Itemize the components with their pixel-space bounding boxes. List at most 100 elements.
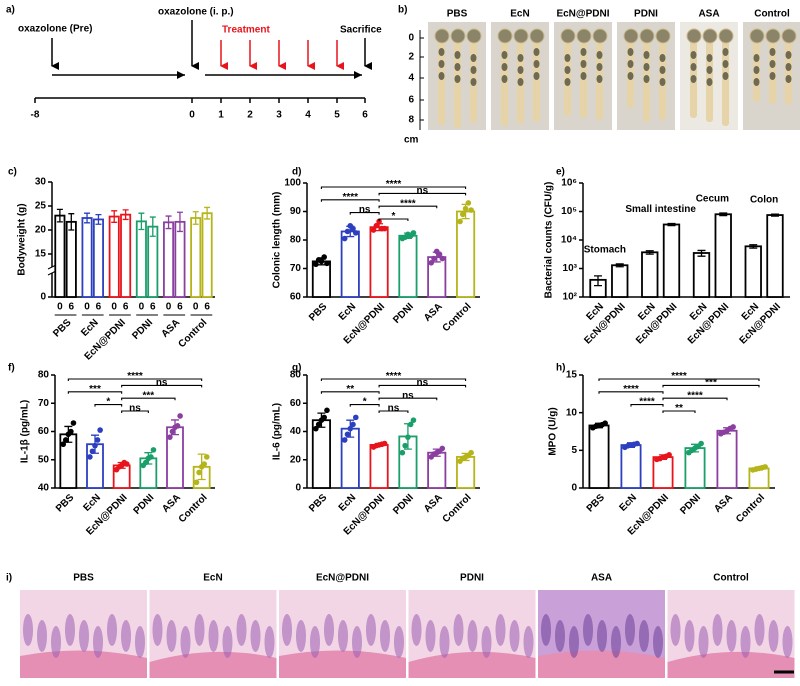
colon-content xyxy=(690,63,697,71)
cecum xyxy=(450,28,466,44)
bar xyxy=(456,210,476,298)
crypt xyxy=(222,626,233,658)
y-axis-title: IL-6 (pg/mL) xyxy=(272,403,283,460)
colon-content xyxy=(753,54,760,62)
data-point xyxy=(431,255,437,262)
colon-content xyxy=(690,75,697,83)
colon-content xyxy=(785,63,792,71)
error-bar xyxy=(594,275,603,287)
significance-label: **** xyxy=(127,371,143,382)
crypt xyxy=(726,620,737,652)
significance-bracket xyxy=(378,384,467,388)
colon-content xyxy=(643,51,650,59)
bar xyxy=(81,217,93,298)
cecum xyxy=(560,28,576,44)
error-bar xyxy=(68,213,75,231)
data-point xyxy=(439,255,446,262)
significance-label: **** xyxy=(386,371,402,382)
crypt xyxy=(79,620,89,652)
significance-label: ns xyxy=(416,186,428,197)
crypt xyxy=(425,620,436,652)
group-label: Cecum xyxy=(696,194,729,205)
x-tick-label: PBS xyxy=(307,301,330,324)
y-tick-label: 80 xyxy=(290,235,302,246)
bar-label: 6 xyxy=(96,302,102,313)
colon-content xyxy=(706,66,713,74)
colon-content xyxy=(580,48,587,56)
y-tick-label: 10 xyxy=(566,407,578,418)
colon-content xyxy=(627,72,634,80)
panel-label: g) xyxy=(292,363,301,374)
x-tick-label: PDNI xyxy=(678,492,703,517)
colon-content xyxy=(580,72,587,80)
significance-label: ns xyxy=(129,403,141,414)
cecum xyxy=(592,28,608,44)
group-label: Small intestine xyxy=(625,204,696,215)
y-tick-label: 10⁶ xyxy=(561,178,577,189)
panel-label: i) xyxy=(6,573,12,584)
y-axis-title: Colonic length (mm) xyxy=(272,192,283,289)
colon-content xyxy=(517,78,524,86)
data-point xyxy=(730,424,736,430)
crypt xyxy=(481,626,492,658)
data-point xyxy=(402,442,408,449)
crypt xyxy=(107,614,117,646)
crypt xyxy=(653,626,663,658)
significance-bracket xyxy=(320,391,380,394)
image-label: Control xyxy=(713,573,749,584)
bar xyxy=(163,221,175,298)
photo-label: EcN xyxy=(510,9,529,20)
significance-label: **** xyxy=(639,397,655,408)
colon-content xyxy=(517,66,524,74)
data-point xyxy=(70,420,77,426)
x-tick-label: Control xyxy=(441,492,474,525)
bar xyxy=(692,252,711,298)
data-point xyxy=(373,222,380,229)
colon-content xyxy=(454,51,461,59)
crypt xyxy=(411,614,422,646)
significance-bracket xyxy=(67,378,203,381)
panel-label: e) xyxy=(556,167,565,178)
bar xyxy=(201,212,213,298)
crypt xyxy=(366,614,376,646)
crypt xyxy=(135,626,145,658)
bar xyxy=(147,225,159,298)
data-point xyxy=(407,421,414,428)
significance-bracket xyxy=(121,397,176,401)
colon-content xyxy=(564,54,571,62)
bar-label: 6 xyxy=(123,302,129,313)
x-tick-label: EcN@PDNI xyxy=(634,301,679,346)
significance-bracket xyxy=(67,391,123,394)
crypt xyxy=(583,614,593,646)
cecum xyxy=(497,28,513,44)
colon xyxy=(785,40,792,105)
y-tick-label: 0 xyxy=(295,483,301,494)
significance-label: *** xyxy=(142,390,154,401)
cecum xyxy=(718,28,734,44)
significance-bracket xyxy=(121,384,203,388)
crypt xyxy=(754,614,765,646)
error-bar xyxy=(204,206,211,220)
significance-label: **** xyxy=(623,384,639,395)
significance-label: ** xyxy=(346,384,354,395)
cecum xyxy=(686,28,702,44)
crypt xyxy=(670,614,681,646)
colon-content xyxy=(438,72,445,80)
data-point xyxy=(313,425,319,432)
y-tick-label: 15 xyxy=(35,249,47,260)
colon-content xyxy=(659,66,666,74)
x-tick-label: EcN xyxy=(337,492,359,514)
colon-content xyxy=(753,66,760,74)
significance-bracket xyxy=(320,378,467,381)
ruler-label: 0 xyxy=(408,33,414,44)
y-axis-title: IL-1β (pg/mL) xyxy=(20,400,31,463)
bar-label: 6 xyxy=(150,302,156,313)
colon-content xyxy=(596,75,603,83)
significance-bracket xyxy=(378,205,438,209)
data-point xyxy=(370,227,377,233)
data-point xyxy=(324,407,330,414)
y-tick-label: 5 xyxy=(571,445,577,456)
colon-content xyxy=(596,51,603,59)
x-tick-label: PBS xyxy=(307,492,330,515)
